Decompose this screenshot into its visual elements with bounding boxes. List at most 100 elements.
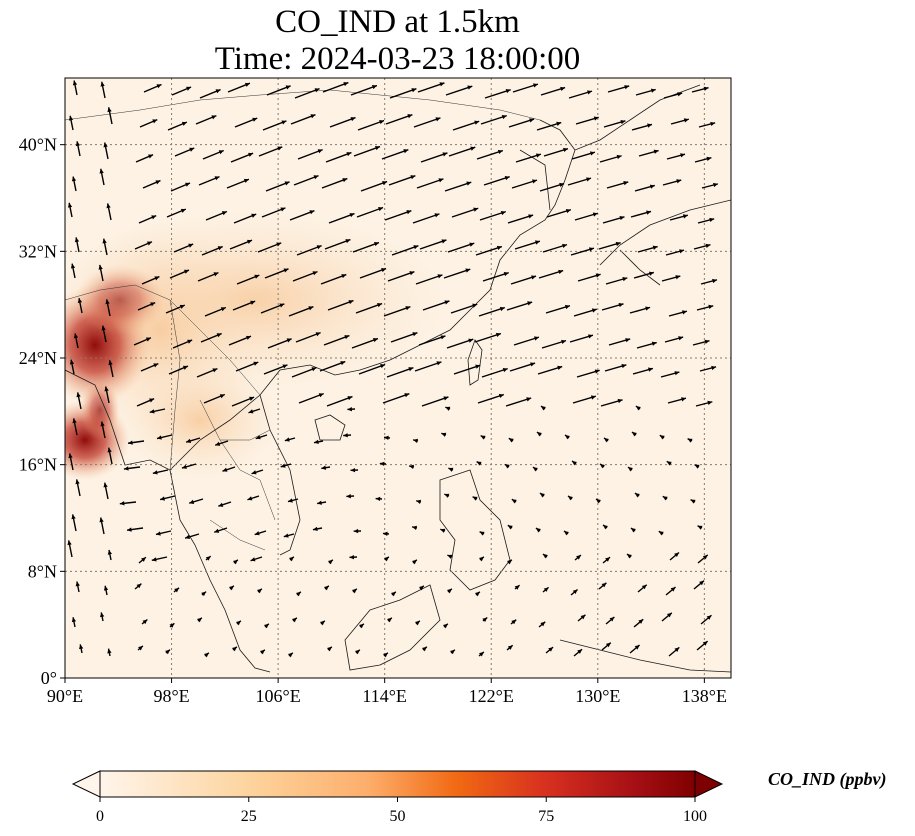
wind-arrow-head	[277, 146, 283, 151]
coastlines	[65, 84, 731, 673]
wind-arrow-head	[407, 114, 413, 119]
wind-arrow-head	[412, 525, 418, 530]
wind-arrow-head	[618, 302, 624, 308]
wind-arrow-head	[680, 153, 686, 158]
wind-arrow-shaft	[443, 268, 471, 279]
wind-arrow-head	[123, 466, 129, 471]
wind-arrow-head	[205, 556, 211, 561]
wind-arrow-head	[416, 499, 422, 504]
wind-arrow-head	[154, 276, 160, 281]
wind-arrow-head	[70, 263, 76, 269]
wind-arrow-shaft	[385, 114, 413, 125]
wind-arrow-shaft	[329, 116, 356, 128]
wind-arrow-head	[645, 306, 651, 311]
wind-arrow-head	[235, 620, 241, 626]
wind-arrow-head	[540, 621, 546, 627]
wind-arrow-head	[694, 464, 700, 469]
wind-arrow-head	[507, 645, 513, 650]
wind-arrow-shaft	[447, 242, 475, 253]
wind-arrow-shaft	[412, 213, 440, 224]
wind-arrow-head	[531, 275, 537, 280]
wind-arrow-head	[658, 531, 664, 536]
wind-arrow-shaft	[448, 146, 476, 157]
wind-arrow-head	[683, 118, 689, 123]
wind-arrow-head	[189, 499, 195, 504]
wind-arrow-head	[107, 447, 112, 453]
wind-arrow-head	[250, 300, 256, 305]
wind-arrow-head	[702, 641, 708, 646]
wind-arrow-head	[221, 211, 227, 216]
wind-arrow-head	[381, 268, 387, 273]
wind-arrow-head	[705, 243, 711, 248]
wind-arrow-head	[619, 215, 625, 221]
wind-arrow-head	[410, 175, 416, 180]
wind-arrow-head	[682, 214, 688, 219]
wind-arrow-head	[627, 467, 633, 472]
wind-arrow-head	[348, 300, 354, 305]
wind-arrow-shaft	[446, 338, 474, 349]
wind-arrow-head	[247, 496, 253, 501]
wind-arrow-head	[107, 549, 113, 555]
wind-arrow-head	[532, 179, 538, 184]
wind-arrow-head	[674, 552, 680, 558]
wind-arrow-head	[711, 365, 717, 371]
wind-arrow-head	[349, 554, 355, 560]
wind-arrow-head	[704, 339, 710, 344]
wind-arrow-head	[496, 245, 502, 251]
wind-arrow-head	[174, 587, 180, 593]
wind-arrow-head	[73, 333, 79, 339]
wind-arrow-head	[439, 82, 445, 87]
wind-arrow-head	[641, 584, 647, 590]
wind-arrow-head	[344, 335, 350, 340]
wind-arrow-head	[404, 393, 410, 398]
wind-arrow-shaft	[450, 303, 478, 314]
wind-arrow-head	[371, 85, 377, 90]
wind-arrow-head	[179, 304, 185, 309]
colorbar-under-extend	[71, 770, 101, 798]
colorbar-over-extend	[694, 770, 724, 798]
wind-arrow-head	[621, 364, 627, 369]
wind-arrow-head	[478, 651, 484, 657]
wind-arrow-head	[605, 557, 610, 562]
wind-arrow-head	[556, 121, 562, 126]
wind-arrow-head	[74, 237, 80, 243]
wind-arrow-head	[311, 367, 317, 372]
wind-arrow-head	[182, 365, 188, 370]
colorbar-tick-label: 100	[683, 808, 707, 825]
wind-arrow-head	[564, 304, 570, 310]
wind-arrow-head	[681, 397, 686, 402]
wind-arrow-head	[343, 433, 348, 438]
wind-arrow-head	[353, 528, 359, 534]
lon-tick-label: 138°E	[682, 686, 727, 706]
wind-arrow-head	[620, 119, 626, 125]
wind-arrow-head	[291, 617, 297, 623]
wind-arrow-head	[383, 556, 389, 562]
wind-arrow-head	[678, 336, 684, 341]
wind-arrow-head	[287, 652, 293, 658]
wind-arrow-shaft	[327, 299, 354, 311]
wind-arrow-head	[414, 620, 420, 626]
wind-arrow-head	[71, 514, 76, 520]
wind-arrow-shaft	[324, 238, 351, 250]
wind-arrow-head	[156, 84, 162, 89]
wind-arrow-head	[435, 117, 441, 122]
wind-arrow-head	[586, 177, 592, 182]
wind-arrow-head	[476, 461, 482, 466]
wind-arrow-head	[630, 528, 636, 533]
lon-tick-label: 106°E	[256, 686, 301, 706]
wind-arrow-head	[480, 435, 486, 440]
wind-arrow-head	[71, 617, 77, 623]
wind-arrow-head	[250, 557, 256, 562]
wind-arrow-head	[473, 207, 479, 212]
wind-arrow-head	[646, 210, 652, 215]
wind-arrow-shaft	[474, 332, 502, 343]
wind-arrow-head	[216, 333, 222, 338]
wind-arrow-head	[248, 409, 254, 414]
wind-vectors	[67, 80, 719, 658]
lon-tick-label: 122°E	[469, 686, 514, 706]
wind-arrow-head	[499, 306, 505, 312]
wind-arrow-head	[617, 398, 623, 404]
wind-arrow-head	[232, 559, 238, 565]
wind-arrow-head	[347, 407, 352, 412]
wind-arrow-head	[346, 494, 351, 499]
